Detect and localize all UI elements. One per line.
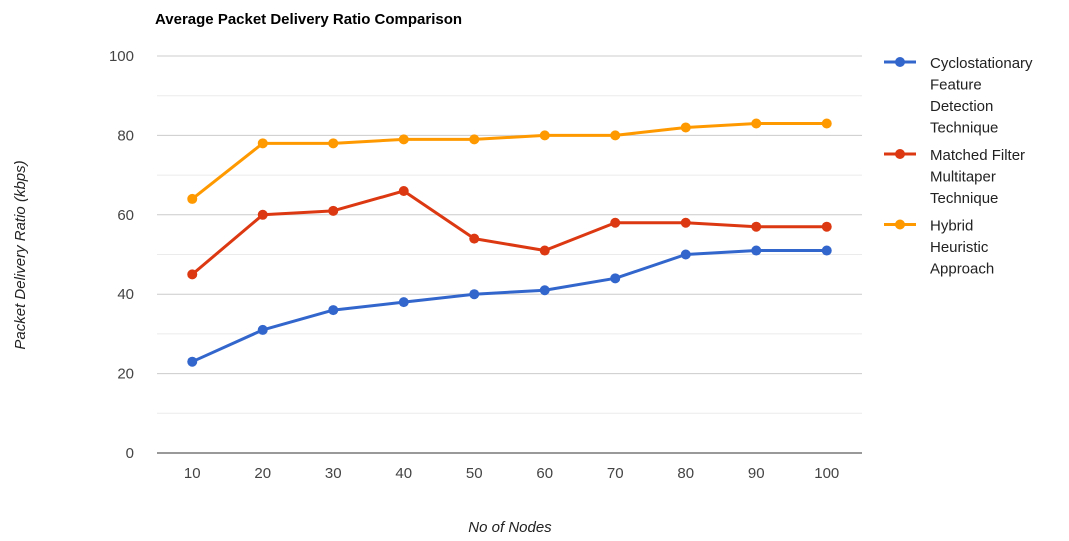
y-axis-label: Packet Delivery Ratio (kbps): [12, 160, 29, 349]
series-line: [191, 189, 827, 276]
y-tick-label: 40: [117, 286, 134, 303]
data-point: [398, 297, 409, 308]
data-point: [257, 324, 268, 335]
data-point: [398, 134, 409, 145]
data-point: [187, 269, 198, 280]
legend-label: Hybrid: [930, 218, 973, 235]
data-point: [539, 285, 550, 296]
data-point: [751, 245, 762, 256]
chart-title: Average Packet Delivery Ratio Comparison: [155, 11, 462, 28]
data-point: [469, 289, 480, 300]
data-point: [680, 217, 691, 228]
y-tick-label: 60: [117, 207, 134, 224]
x-tick-label: 20: [254, 465, 271, 482]
legend-label: Detection: [930, 98, 993, 115]
y-tick-label: 80: [117, 127, 134, 144]
x-tick-label: 100: [814, 465, 839, 482]
legend-swatch-point: [895, 57, 905, 67]
x-tick-label: 80: [677, 465, 694, 482]
x-tick-label: 90: [748, 465, 765, 482]
data-point: [328, 138, 339, 149]
data-point: [680, 122, 691, 133]
legend-label: Cyclostationary: [930, 55, 1033, 72]
data-point: [469, 233, 480, 244]
data-point: [680, 249, 691, 260]
data-point: [821, 221, 832, 232]
data-point: [187, 193, 198, 204]
legend-label: Heuristic: [930, 239, 989, 256]
data-point: [539, 245, 550, 256]
legend-swatch-point: [895, 149, 905, 159]
data-point: [187, 356, 198, 367]
y-tick-label: 0: [126, 445, 134, 462]
y-tick-label: 100: [109, 48, 134, 65]
data-point: [257, 209, 268, 220]
x-tick-label: 50: [466, 465, 483, 482]
series-line: [191, 121, 827, 201]
data-point: [751, 221, 762, 232]
x-tick-label: 70: [607, 465, 624, 482]
legend-label: Feature: [930, 77, 982, 94]
x-tick-label: 60: [536, 465, 553, 482]
data-point: [539, 130, 550, 141]
data-point: [610, 217, 621, 228]
data-point: [610, 273, 621, 284]
legend-label: Technique: [930, 120, 998, 137]
data-point: [610, 130, 621, 141]
x-tick-label: 40: [395, 465, 412, 482]
legend-label: Technique: [930, 190, 998, 207]
data-point: [257, 138, 268, 149]
series-line: [191, 249, 827, 364]
data-point: [751, 118, 762, 129]
legend-label: Matched Filter: [930, 147, 1025, 164]
data-point: [328, 205, 339, 216]
data-point: [821, 118, 832, 129]
legend-label: Approach: [930, 261, 994, 278]
y-tick-label: 20: [117, 366, 134, 383]
x-axis-label: No of Nodes: [468, 519, 552, 536]
data-point: [328, 305, 339, 316]
legend-swatch-point: [895, 219, 905, 230]
data-point: [398, 185, 409, 196]
data-point: [469, 134, 480, 145]
legend-label: Multitaper: [930, 169, 996, 186]
x-tick-label: 30: [325, 465, 342, 482]
data-point: [821, 245, 832, 256]
x-tick-label: 10: [184, 465, 201, 482]
